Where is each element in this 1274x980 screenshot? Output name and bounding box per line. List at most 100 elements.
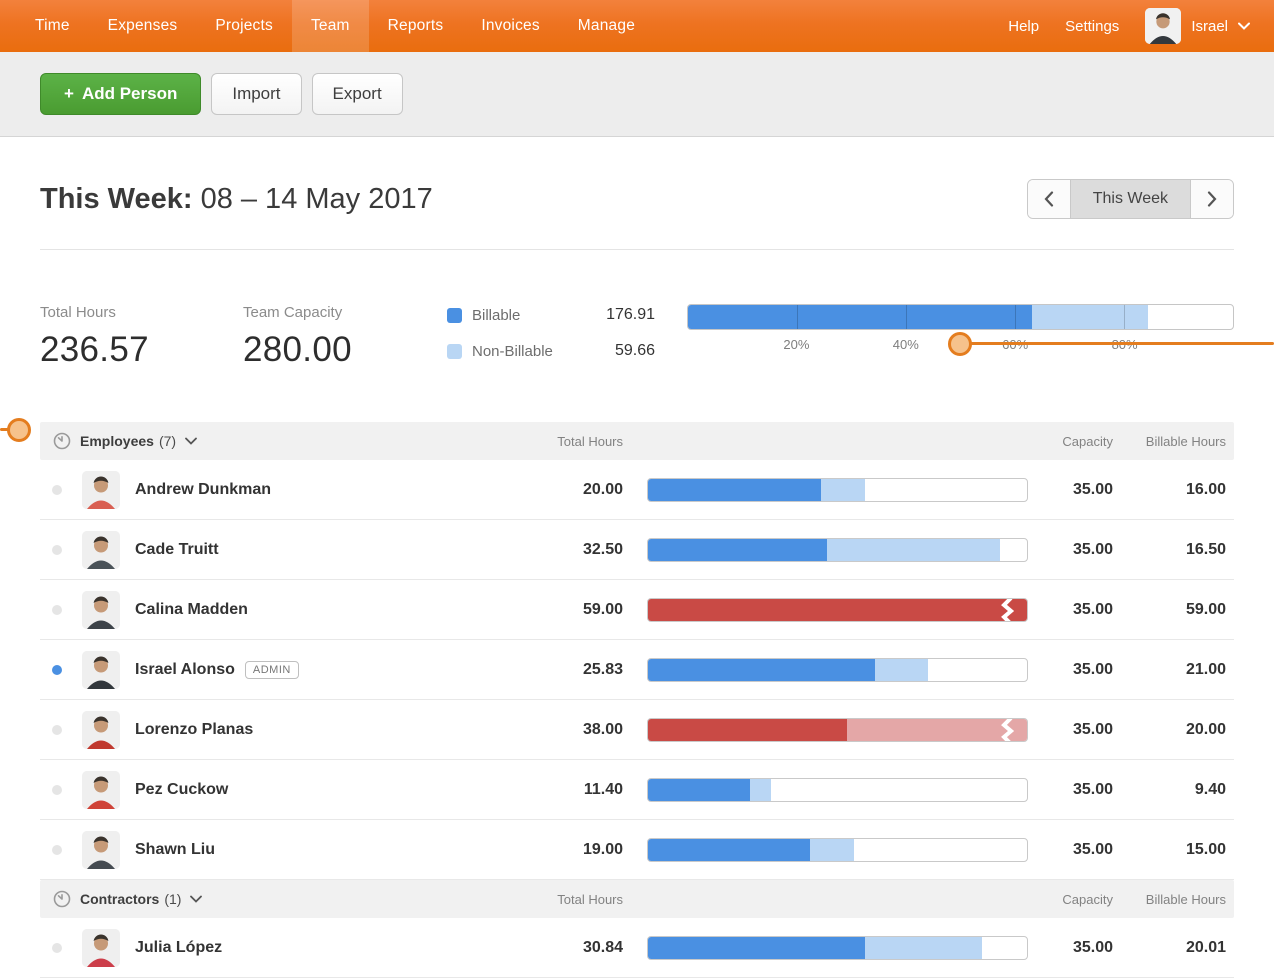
bar-tick-label: 60% xyxy=(1002,337,1028,352)
capacity-cell: 35.00 xyxy=(1028,781,1113,799)
hours-bar xyxy=(647,658,1028,682)
nav-tabs: TimeExpensesProjectsTeamReportsInvoicesM… xyxy=(16,0,654,52)
total-hours-cell: 19.00 xyxy=(533,841,623,859)
bar-tick-label: 40% xyxy=(893,337,919,352)
week-navigation: This Week xyxy=(1027,179,1234,219)
billable-hours-cell: 16.00 xyxy=(1113,481,1234,499)
total-hours-cell: 30.84 xyxy=(533,939,623,957)
bar-tick xyxy=(906,305,907,329)
status-dot xyxy=(52,725,62,735)
bar-tick xyxy=(1124,305,1125,329)
nav-tab-team[interactable]: Team xyxy=(292,0,369,52)
hours-bar-nonbillable-segment xyxy=(865,937,982,959)
export-button[interactable]: Export xyxy=(312,73,403,115)
avatar xyxy=(82,771,120,809)
status-dot xyxy=(52,845,62,855)
nav-tab-expenses[interactable]: Expenses xyxy=(89,0,197,52)
person-name: Calina Madden xyxy=(135,601,248,619)
table-row-cade-truitt[interactable]: Cade Truitt 32.50 35.00 16.50 xyxy=(40,520,1234,580)
total-hours-stat: Total Hours 236.57 xyxy=(40,304,243,370)
group-toggle-employees[interactable]: Employees (7) xyxy=(40,432,533,450)
avatar xyxy=(82,471,120,509)
billable-swatch xyxy=(447,308,462,323)
chevron-down-icon xyxy=(1238,22,1250,30)
avatar xyxy=(82,591,120,629)
hours-bar-nonbillable-segment xyxy=(827,539,1000,561)
avatar xyxy=(82,929,120,967)
hours-bar-nonbillable-segment xyxy=(810,839,853,861)
status-dot xyxy=(52,785,62,795)
week-title-label: This Week: xyxy=(40,183,193,215)
column-header-capacity: Capacity xyxy=(1028,434,1113,449)
total-hours-cell: 25.83 xyxy=(533,661,623,679)
team-table: Employees (7) Total Hours Capacity Billa… xyxy=(40,422,1234,978)
nav-tab-invoices[interactable]: Invoices xyxy=(462,0,558,52)
table-row-pez-cuckow[interactable]: Pez Cuckow 11.40 35.00 9.40 xyxy=(40,760,1234,820)
group-header-employees: Employees (7) Total Hours Capacity Billa… xyxy=(40,422,1234,460)
group-toggle-contractors[interactable]: Contractors (1) xyxy=(40,890,533,908)
status-dot xyxy=(52,485,62,495)
nav-tab-time[interactable]: Time xyxy=(16,0,89,52)
bar-tick xyxy=(1015,305,1016,329)
capacity-cell: 35.00 xyxy=(1028,661,1113,679)
nonbillable-label: Non-Billable xyxy=(472,343,553,360)
column-header-capacity: Capacity xyxy=(1028,892,1113,907)
admin-badge: ADMIN xyxy=(245,661,299,679)
billable-hours-cell: 59.00 xyxy=(1113,601,1234,619)
capacity-cell: 35.00 xyxy=(1028,601,1113,619)
hours-bar-billable-segment xyxy=(648,599,1027,621)
previous-week-button[interactable] xyxy=(1028,180,1070,218)
nav-tab-manage[interactable]: Manage xyxy=(559,0,654,52)
chevron-down-icon xyxy=(185,437,197,445)
row-marker-handle[interactable] xyxy=(7,418,31,442)
bar-tick-label: 20% xyxy=(783,337,809,352)
table-row-shawn-liu[interactable]: Shawn Liu 19.00 35.00 15.00 xyxy=(40,820,1234,880)
table-row-andrew-dunkman[interactable]: Andrew Dunkman 20.00 35.00 16.00 xyxy=(40,460,1234,520)
hours-bar xyxy=(647,778,1028,802)
total-hours-cell: 32.50 xyxy=(533,541,623,559)
hours-bar xyxy=(647,838,1028,862)
hours-bar-nonbillable-segment xyxy=(750,779,772,801)
next-week-button[interactable] xyxy=(1191,180,1233,218)
user-name: Israel xyxy=(1191,18,1228,35)
nav-tab-reports[interactable]: Reports xyxy=(369,0,463,52)
table-row-calina-madden[interactable]: Calina Madden 59.00 35.00 59.00 xyxy=(40,580,1234,640)
capacity-bar-nonbillable-segment xyxy=(1032,305,1148,329)
status-dot xyxy=(52,943,62,953)
billable-hours-cell: 21.00 xyxy=(1113,661,1234,679)
person-name: Israel Alonso xyxy=(135,661,235,679)
help-link[interactable]: Help xyxy=(1008,18,1039,35)
total-hours-cell: 11.40 xyxy=(533,781,623,799)
billable-hours-cell: 20.00 xyxy=(1113,721,1234,739)
page-title: This Week:08 – 14 May 2017 xyxy=(40,183,433,216)
capacity-cell: 35.00 xyxy=(1028,939,1113,957)
table-row-julia-l-pez[interactable]: Julia López 30.84 35.00 20.01 xyxy=(40,918,1234,978)
capacity-slider-handle[interactable] xyxy=(948,332,972,356)
team-capacity-stat: Team Capacity 280.00 xyxy=(243,304,447,370)
hours-bar-nonbillable-segment xyxy=(875,659,927,681)
total-hours-value: 236.57 xyxy=(40,330,243,370)
import-button[interactable]: Import xyxy=(211,73,301,115)
bar-tick xyxy=(797,305,798,329)
status-dot xyxy=(52,665,62,675)
plus-icon: + xyxy=(64,84,74,103)
group-count: (7) xyxy=(159,433,176,449)
hours-bar xyxy=(647,538,1028,562)
person-name: Cade Truitt xyxy=(135,541,219,559)
person-name: Shawn Liu xyxy=(135,841,215,859)
user-menu[interactable]: Israel xyxy=(1145,8,1250,44)
hours-bar-billable-segment xyxy=(648,659,875,681)
this-week-button[interactable]: This Week xyxy=(1070,180,1191,218)
settings-link[interactable]: Settings xyxy=(1065,18,1119,35)
total-hours-cell: 59.00 xyxy=(533,601,623,619)
table-row-lorenzo-planas[interactable]: Lorenzo Planas 38.00 35.00 20.00 xyxy=(40,700,1234,760)
total-hours-label: Total Hours xyxy=(40,304,243,321)
hours-bar-billable-segment xyxy=(648,539,827,561)
add-person-button[interactable]: +Add Person xyxy=(40,73,201,115)
hours-bar xyxy=(647,718,1028,742)
avatar xyxy=(82,531,120,569)
nav-tab-projects[interactable]: Projects xyxy=(196,0,292,52)
group-name: Contractors xyxy=(80,891,159,907)
table-row-israel-alonso[interactable]: Israel Alonso ADMIN 25.83 35.00 21.00 xyxy=(40,640,1234,700)
section-divider xyxy=(40,249,1234,250)
